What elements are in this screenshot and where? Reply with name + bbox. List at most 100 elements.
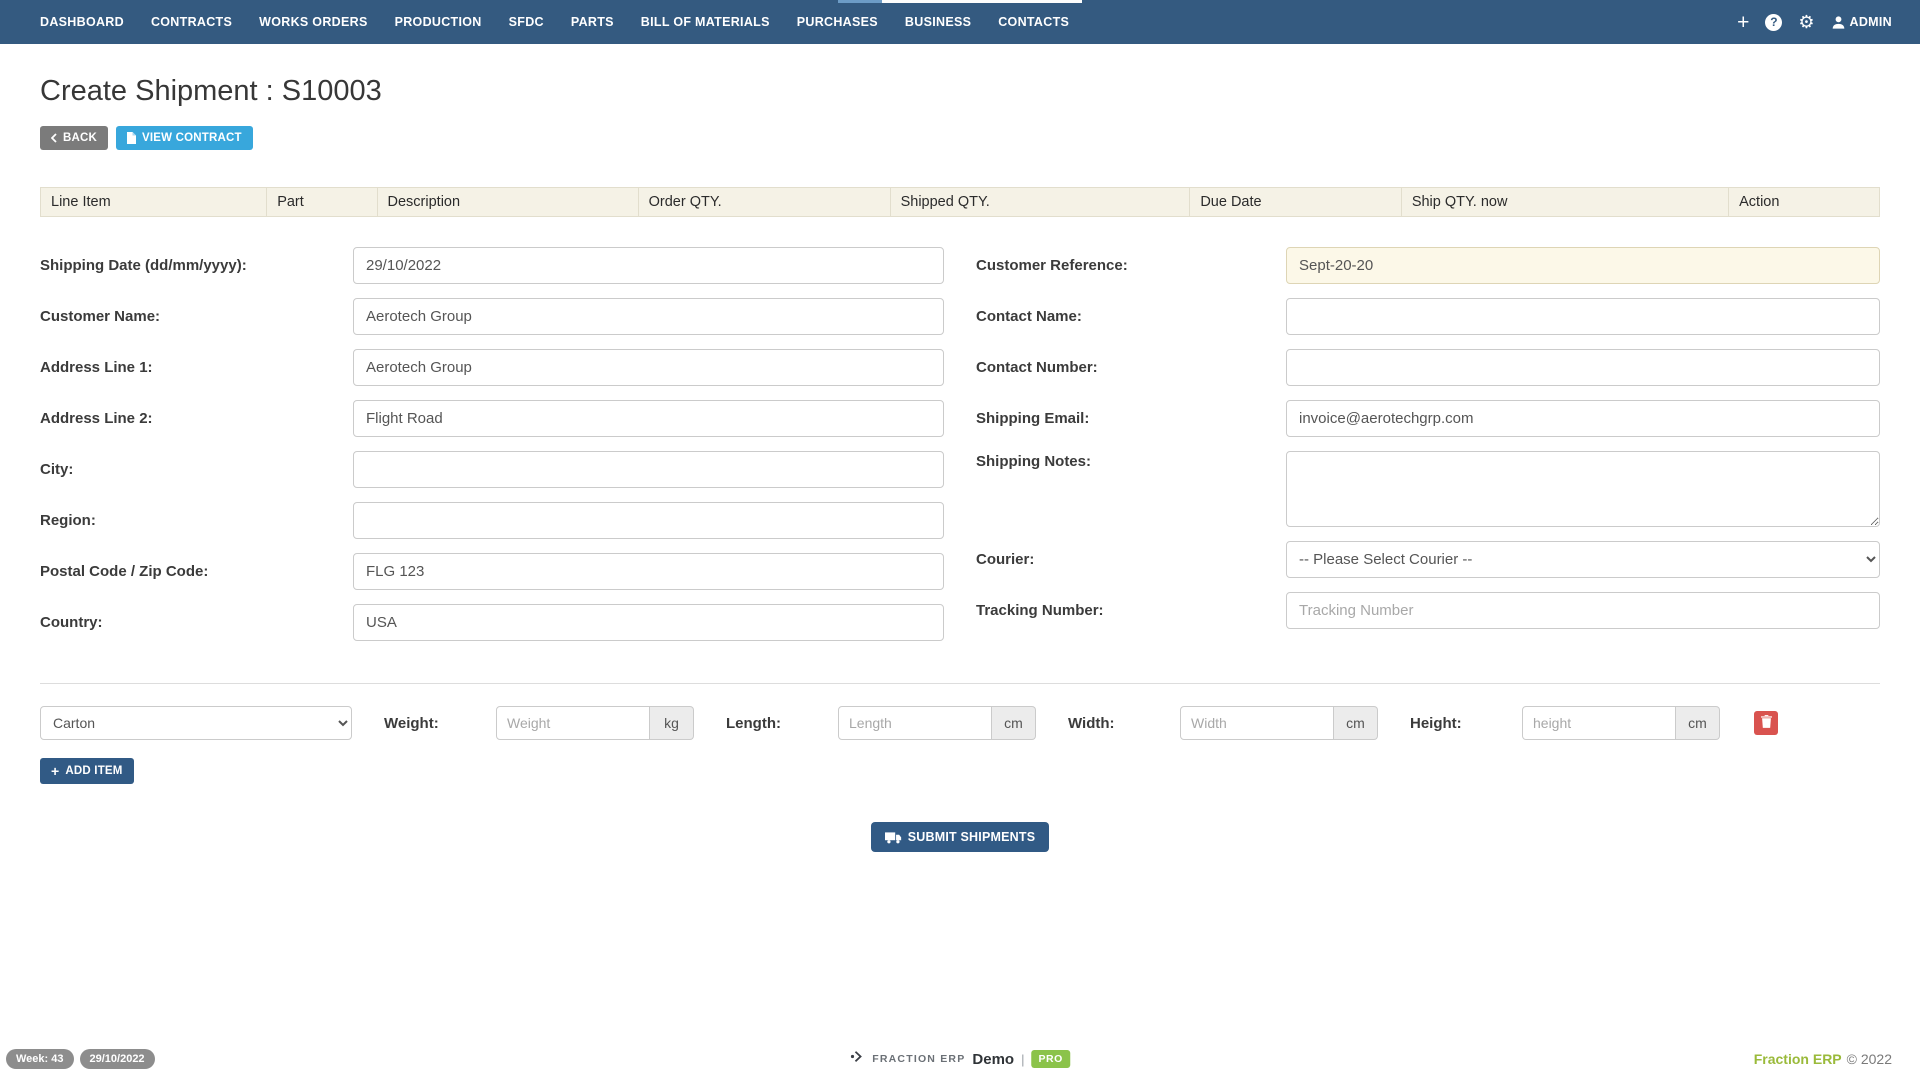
region-input[interactable] — [353, 502, 944, 539]
shipping-date-label: Shipping Date (dd/mm/yyyy): — [40, 257, 247, 274]
col-part: Part — [266, 187, 378, 217]
nav-item-business[interactable]: BUSINESS — [904, 15, 972, 29]
footer-brand-right: Fraction ERP — [1753, 1051, 1842, 1067]
weight-label: Weight: — [384, 714, 439, 732]
col-order-qty: Order QTY. — [637, 187, 891, 217]
back-button[interactable]: BACK — [40, 126, 109, 150]
top-progress-strip-highlight — [882, 0, 1082, 3]
form-left-column: Shipping Date (dd/mm/yyyy): Customer Nam… — [40, 247, 944, 655]
shipment-form: Shipping Date (dd/mm/yyyy): Customer Nam… — [40, 247, 1880, 655]
nav-item-dashboard[interactable]: DASHBOARD — [40, 15, 124, 29]
delete-package-button[interactable] — [1754, 711, 1778, 735]
admin-label: ADMIN — [1849, 15, 1892, 29]
field-shipping-notes: Shipping Notes: — [976, 451, 1880, 527]
field-contact-name: Contact Name: — [976, 298, 1880, 335]
main-navbar: DASHBOARD CONTRACTS WORKS ORDERS PRODUCT… — [0, 0, 1920, 44]
contact-number-label: Contact Number: — [976, 359, 1098, 376]
width-input[interactable] — [1180, 706, 1334, 740]
package-type-select[interactable]: Carton — [40, 706, 352, 740]
week-badge: Week: 43 — [6, 1049, 74, 1069]
contact-name-input[interactable] — [1286, 298, 1880, 335]
field-city: City: — [40, 451, 944, 488]
field-shipping-date: Shipping Date (dd/mm/yyyy): — [40, 247, 944, 284]
shipping-notes-label: Shipping Notes: — [976, 453, 1091, 470]
tracking-number-input[interactable] — [1286, 592, 1880, 629]
toolbar: BACK VIEW CONTRACT — [40, 126, 1880, 150]
nav-item-purchases[interactable]: PURCHASES — [796, 15, 878, 29]
gear-icon[interactable]: ⚙ — [1798, 12, 1815, 32]
table-header-row: Line Item Part Description Order QTY. Sh… — [39, 187, 1880, 217]
page-title: Create Shipment : S10003 — [40, 75, 382, 107]
address-line-2-input[interactable] — [353, 400, 944, 437]
field-shipping-email: Shipping Email: — [976, 400, 1880, 437]
customer-reference-input — [1286, 247, 1880, 284]
customer-name-input[interactable] — [353, 298, 944, 335]
height-group: cm — [1522, 706, 1720, 740]
customer-name-label: Customer Name: — [40, 308, 161, 325]
col-action: Action — [1728, 187, 1880, 217]
nav-item-production[interactable]: PRODUCTION — [394, 15, 482, 29]
postal-code-input[interactable] — [353, 553, 944, 590]
city-input[interactable] — [353, 451, 944, 488]
col-shipped-qty: Shipped QTY. — [889, 187, 1191, 217]
field-customer-reference: Customer Reference: — [976, 247, 1880, 284]
length-unit-addon: cm — [992, 706, 1036, 740]
footer-badges: Week: 43 29/10/2022 — [6, 1049, 155, 1069]
customer-reference-label: Customer Reference: — [976, 257, 1128, 274]
address-line-1-input[interactable] — [353, 349, 944, 386]
nav-item-works-orders[interactable]: WORKS ORDERS — [259, 15, 368, 29]
chevron-left-icon — [51, 133, 57, 143]
courier-select[interactable]: -- Please Select Courier -- — [1286, 541, 1880, 578]
nav-item-contacts[interactable]: CONTACTS — [998, 15, 1070, 29]
trash-icon — [1760, 715, 1772, 731]
date-badge: 29/10/2022 — [79, 1049, 155, 1069]
shipping-email-input[interactable] — [1286, 400, 1880, 437]
city-label: City: — [40, 461, 74, 478]
postal-code-label: Postal Code / Zip Code: — [40, 563, 209, 580]
shipping-email-label: Shipping Email: — [976, 410, 1090, 427]
package-row: Carton Weight: kg Length: cm Width: cm H… — [40, 706, 1880, 740]
weight-input[interactable] — [496, 706, 650, 740]
length-input[interactable] — [838, 706, 992, 740]
top-progress-strip — [838, 0, 882, 3]
truck-icon — [884, 831, 902, 844]
height-input[interactable] — [1522, 706, 1676, 740]
packages-section: Carton Weight: kg Length: cm Width: cm H… — [40, 683, 1880, 784]
nav-item-bill-of-materials[interactable]: BILL OF MATERIALS — [640, 15, 770, 29]
field-contact-number: Contact Number: — [976, 349, 1880, 386]
address-line-2-label: Address Line 2: — [40, 410, 153, 427]
help-circle-icon[interactable]: ? — [1765, 13, 1783, 31]
submit-shipments-button[interactable]: SUBMIT SHIPMENTS — [870, 822, 1050, 852]
tracking-number-label: Tracking Number: — [976, 602, 1104, 619]
col-line-item: Line Item — [39, 187, 268, 217]
submit-row: SUBMIT SHIPMENTS — [40, 822, 1880, 852]
contact-name-label: Contact Name: — [976, 308, 1082, 325]
view-contract-button[interactable]: VIEW CONTRACT — [116, 126, 253, 150]
length-label: Length: — [726, 714, 781, 732]
nav-item-parts[interactable]: PARTS — [570, 15, 614, 29]
form-right-column: Customer Reference: Contact Name: Contac… — [976, 247, 1880, 655]
country-label: Country: — [40, 614, 103, 631]
footer-brand: FRACTION ERP Demo | PRO — [850, 1049, 1070, 1069]
plus-icon: + — [51, 763, 60, 779]
footer-demo-label: Demo — [972, 1050, 1015, 1068]
weight-group: kg — [496, 706, 694, 740]
field-address-line-2: Address Line 2: — [40, 400, 944, 437]
contact-number-input[interactable] — [1286, 349, 1880, 386]
nav-item-sfdc[interactable]: SFDC — [508, 15, 544, 29]
admin-menu[interactable]: ADMIN — [1831, 15, 1892, 30]
shipping-notes-textarea[interactable] — [1286, 451, 1880, 527]
plus-icon[interactable]: + — [1737, 10, 1750, 34]
country-input[interactable] — [353, 604, 944, 641]
navbar-right: + ? ⚙ ADMIN — [1737, 12, 1892, 33]
length-group: cm — [838, 706, 1036, 740]
footer-brand-name: FRACTION ERP — [872, 1053, 966, 1065]
shipping-date-input[interactable] — [353, 247, 944, 284]
field-customer-name: Customer Name: — [40, 298, 944, 335]
field-region: Region: — [40, 502, 944, 539]
nav-item-contracts[interactable]: CONTRACTS — [150, 15, 233, 29]
add-item-button[interactable]: + ADD ITEM — [40, 758, 134, 784]
nav-links: DASHBOARD CONTRACTS WORKS ORDERS PRODUCT… — [40, 13, 1096, 31]
height-unit-addon: cm — [1676, 706, 1720, 740]
line-items-table: Line Item Part Description Order QTY. Sh… — [39, 187, 1880, 217]
